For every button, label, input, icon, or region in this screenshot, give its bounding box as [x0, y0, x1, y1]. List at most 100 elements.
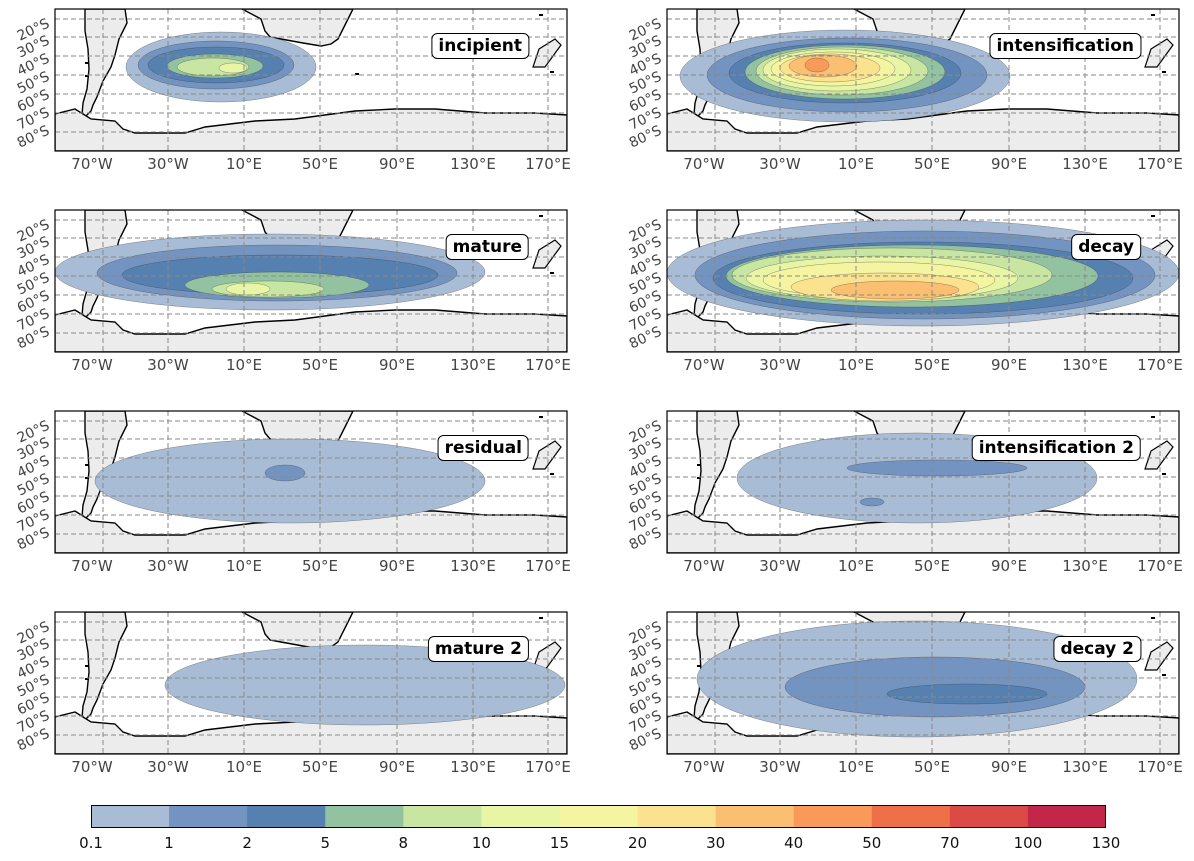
antarctica-land [55, 108, 567, 151]
map-canvas [666, 209, 1180, 353]
longitude-label: 30°W [147, 557, 189, 575]
colorbar-canvas [91, 805, 1107, 828]
longitude-label: 10°E [837, 758, 875, 776]
longitude-label: 50°E [301, 758, 339, 776]
colorbar-tick-label: 20 [627, 834, 648, 852]
longitude-label: 130°E [450, 758, 496, 776]
longitude-label: 50°E [913, 155, 951, 173]
colorbar-segment [949, 805, 1029, 828]
map-canvas [54, 611, 568, 755]
colorbar-tick-label: 100 [1013, 834, 1043, 852]
island [85, 665, 89, 667]
colorbar-segment [1027, 805, 1107, 828]
colorbar-tick-label: 10 [471, 834, 491, 852]
longitude-label: 170°E [525, 155, 571, 173]
island [1151, 617, 1155, 619]
longitude-label: 130°E [1062, 557, 1108, 575]
island [1151, 215, 1155, 217]
colorbar-tick-label: 30 [706, 834, 726, 852]
map-canvas [54, 8, 568, 152]
island [85, 477, 89, 479]
longitude-label: 170°E [1137, 155, 1183, 173]
density-contour [804, 57, 830, 73]
map-border [666, 410, 1180, 554]
density-contour [94, 438, 486, 524]
colorbar-tick-label: 15 [549, 834, 569, 852]
colorbar-tick-label: 2 [242, 834, 252, 852]
longitude-label: 10°E [837, 356, 875, 374]
map-panel-mature2: 20°S 30°S 40°S 50°S 60°S 70°S 80°S 70°W 30°W 10°E… [15, 611, 571, 776]
new-zealand-land [1144, 440, 1174, 470]
map-panel-decay: 20°S 30°S 40°S 50°S 60°S 70°S 80°S 70°W 30°W 10°E… [627, 209, 1183, 374]
map-panel-intensification2: 20°S 30°S 40°S 50°S 60°S 70°S 80°S 70°W 30°W 10°E… [627, 410, 1183, 575]
longitude-label: 10°E [837, 557, 875, 575]
longitude-label: 130°E [450, 356, 496, 374]
island [550, 272, 554, 274]
colorbar-tick-label: 1 [164, 834, 174, 852]
longitude-label: 90°E [990, 557, 1028, 575]
stage-label: mature 2 [427, 636, 529, 662]
africa-land [241, 612, 354, 650]
longitude-label: 130°E [1062, 758, 1108, 776]
longitude-label: 90°E [378, 758, 416, 776]
longitude-label: 90°E [378, 356, 416, 374]
island [550, 473, 554, 475]
island [1151, 14, 1155, 16]
longitude-label: 10°E [225, 356, 263, 374]
island [85, 464, 89, 466]
longitude-label: 170°E [1137, 758, 1183, 776]
south-america-land [81, 9, 128, 118]
map-canvas [54, 410, 568, 554]
longitude-label: 70°W [683, 155, 725, 173]
island [1162, 71, 1166, 73]
stage-label: decay 2 [1053, 636, 1141, 662]
longitude-label: 170°E [525, 557, 571, 575]
longitude-label: 130°E [450, 155, 496, 173]
colorbar-segment [559, 805, 639, 828]
south-america-land [81, 612, 128, 721]
island [1162, 674, 1166, 676]
stage-label: incipient [431, 33, 529, 59]
colorbar [91, 805, 1107, 828]
stage-label: mature [445, 234, 529, 260]
longitude-label: 10°E [225, 758, 263, 776]
longitude-label: 90°E [378, 557, 416, 575]
stage-label: intensification 2 [971, 435, 1141, 461]
south-america-land [693, 411, 740, 520]
island [1151, 416, 1155, 418]
colorbar-tick-label: 0.1 [79, 834, 103, 852]
longitude-label: 30°W [147, 758, 189, 776]
map-border [666, 8, 1180, 152]
colorbar-segment [715, 805, 795, 828]
colorbar-segment [169, 805, 248, 828]
colorbar-tick-label: 8 [398, 834, 409, 852]
colorbar-segment [871, 805, 951, 828]
map-canvas [54, 209, 568, 353]
colorbar-tick-label: 50 [862, 834, 882, 852]
longitude-label: 70°W [71, 758, 113, 776]
longitude-label: 170°E [525, 356, 571, 374]
longitude-label: 90°E [990, 155, 1028, 173]
longitude-label: 50°E [913, 356, 951, 374]
map-canvas [666, 611, 1180, 755]
longitude-label: 130°E [1062, 356, 1108, 374]
map-panel-intensification: 20°S 30°S 40°S 50°S 60°S 70°S 80°S 70°W 30°W 10°E… [627, 8, 1183, 173]
longitude-label: 130°E [450, 557, 496, 575]
longitude-label: 170°E [1137, 557, 1183, 575]
density-contour [264, 464, 306, 482]
longitude-label: 50°E [913, 758, 951, 776]
antarctica-land [667, 108, 1179, 151]
density-contour [225, 282, 271, 296]
longitude-label: 70°W [683, 356, 725, 374]
island [697, 665, 701, 667]
new-zealand-land [532, 440, 562, 470]
map-canvas [666, 410, 1180, 554]
longitude-label: 50°E [913, 557, 951, 575]
colorbar-segment [91, 805, 170, 828]
longitude-label: 70°W [683, 557, 725, 575]
island [85, 75, 89, 77]
new-zealand-land [1144, 38, 1174, 68]
longitude-label: 10°E [225, 155, 263, 173]
longitude-label: 70°W [683, 758, 725, 776]
longitude-label: 50°E [301, 155, 339, 173]
